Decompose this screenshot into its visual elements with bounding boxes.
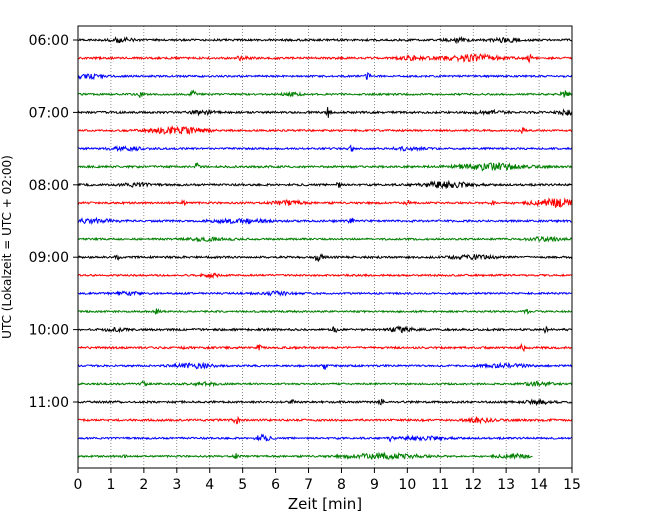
trace-07:00: [77, 107, 573, 118]
trace-10:00: [77, 325, 573, 334]
x-tick-label-12: 12: [464, 477, 482, 493]
trace-06:00: [77, 35, 573, 45]
y-tick-label-07:00: 07:00: [29, 105, 69, 121]
y-axis: 06:00 07:00 08:00 09:00 10:00 11:00: [29, 33, 78, 411]
trace-11:00: [77, 398, 573, 407]
x-tick-label-5: 5: [238, 477, 247, 493]
x-tick-label-7: 7: [304, 477, 313, 493]
trace-09:00: [77, 253, 573, 263]
y-tick-label-11:00: 11:00: [29, 395, 69, 411]
y-tick-label-10:00: 10:00: [29, 323, 69, 339]
trace-09:15: [77, 272, 573, 280]
x-tick-label-10: 10: [398, 477, 416, 493]
trace-07:15: [77, 124, 573, 136]
x-tick-label-2: 2: [139, 477, 148, 493]
plot-frame: [77, 25, 573, 469]
x-tick-label-1: 1: [106, 477, 115, 493]
trace-09:45: [77, 308, 573, 315]
x-tick-label-8: 8: [337, 477, 346, 493]
trace-10:15: [77, 342, 573, 353]
x-tick-label-13: 13: [497, 477, 515, 493]
x-tick-label-9: 9: [370, 477, 379, 493]
x-tick-label-3: 3: [172, 477, 181, 493]
trace-06:15: [77, 52, 573, 64]
trace-08:45: [77, 235, 573, 243]
x-tick-label-4: 4: [205, 477, 214, 493]
trace-11:30: [77, 433, 573, 443]
seismic-traces: [77, 35, 573, 461]
y-tick-label-08:00: 08:00: [29, 178, 69, 194]
x-axis: 0 1 2 3 4 5 6 7 8 9 10 11 12 13 14 15: [74, 468, 581, 493]
trace-11:15: [77, 415, 573, 425]
trace-06:45: [77, 89, 573, 98]
y-axis-label: UTC (Lokalzeit = UTC + 02:00): [0, 155, 14, 339]
y-tick-label-09:00: 09:00: [29, 250, 69, 266]
trace-07:45: [77, 161, 573, 172]
x-axis-label: Zeit [min]: [288, 495, 362, 513]
x-tick-label-0: 0: [74, 477, 83, 493]
trace-08:00: [77, 179, 573, 190]
x-tick-label-6: 6: [271, 477, 280, 493]
trace-08:30: [77, 216, 573, 226]
trace-10:30: [77, 361, 573, 370]
trace-08:15: [77, 197, 573, 209]
trace-06:30: [77, 71, 573, 81]
trace-09:30: [77, 290, 573, 297]
trace-10:45: [77, 380, 573, 388]
y-tick-label-06:00: 06:00: [29, 33, 69, 49]
trace-11:45: [77, 451, 533, 461]
x-tick-label-15: 15: [563, 477, 581, 493]
x-tick-label-14: 14: [530, 477, 548, 493]
trace-07:30: [77, 144, 573, 153]
x-tick-label-11: 11: [431, 477, 449, 493]
